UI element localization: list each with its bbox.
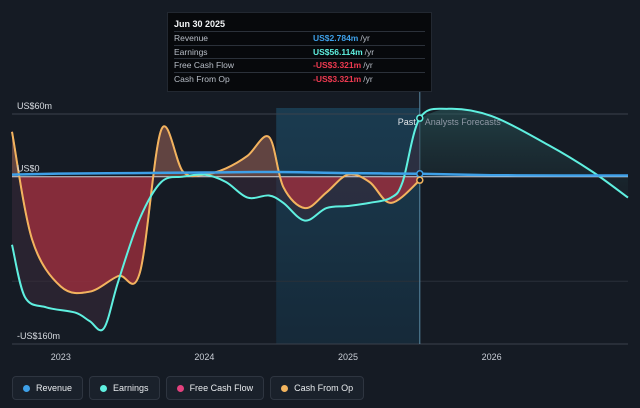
cash-from-op-marker <box>416 176 424 184</box>
tooltip-row-unit: /yr <box>363 73 373 84</box>
legend-item-revenue[interactable]: Revenue <box>12 376 84 400</box>
tooltip-date: Jun 30 2025 <box>174 19 226 29</box>
forecast-label: Analysts Forecasts <box>425 117 502 127</box>
tooltip-row-revenue: Revenue US$2.784m/yr <box>174 31 425 45</box>
legend-label: Free Cash Flow <box>189 383 254 393</box>
tooltip-row-value: -US$3.321m <box>313 73 362 84</box>
legend-item-earnings[interactable]: Earnings <box>89 376 160 400</box>
legend-dot-icon <box>281 384 289 392</box>
tooltip-row-label: Revenue <box>174 33 209 43</box>
legend-dot-icon <box>23 384 30 392</box>
earnings-marker <box>416 114 424 122</box>
past-highlight-region <box>276 108 420 344</box>
y-axis-label: -US$160m <box>17 331 60 341</box>
past-label: Past <box>398 117 417 127</box>
tooltip-row-value: US$2.784m <box>313 33 359 43</box>
tooltip-row-value: US$56.114m <box>313 46 363 57</box>
x-tick-label: 2026 <box>482 352 502 362</box>
tooltip-rows: Revenue US$2.784m/yr Earnings US$56.114m/yr… <box>174 31 425 85</box>
revenue-marker <box>416 170 424 178</box>
tooltip-row-unit: /yr <box>364 46 375 57</box>
x-tick-label: 2023 <box>51 352 71 362</box>
legend-item-cash-from-op[interactable]: Cash From Op <box>270 376 365 400</box>
legend-dot-icon <box>100 384 108 392</box>
tooltip-row-free-cash-flow: Free Cash Flow -US$3.321m/yr <box>174 58 425 72</box>
cashflow-negative-area <box>19 176 420 294</box>
tooltip-row-unit: /yr <box>360 33 370 43</box>
tooltip: Jun 30 2025 Revenue US$2.784m/yr Earnings U… <box>167 12 432 92</box>
y-axis-label: US$60m <box>17 101 52 111</box>
earnings-line <box>11 107 629 332</box>
x-tick-label: 2024 <box>194 352 214 362</box>
tooltip-row-label: Earnings <box>174 46 208 57</box>
tooltip-row-cash-from-op: Cash From Op -US$3.321m/yr <box>174 71 425 86</box>
tooltip-row-label: Cash From Op <box>174 73 230 84</box>
legend: Revenue Earnings Free Cash Flow Cash From O… <box>12 376 365 400</box>
legend-label: Revenue <box>36 383 73 393</box>
legend-label: Earnings <box>113 383 149 393</box>
tooltip-row-unit: /yr <box>363 60 373 70</box>
tooltip-row-earnings: Earnings US$56.114m/yr <box>174 44 425 59</box>
y-axis-label: US$0 <box>17 164 40 174</box>
legend-item-free-cash-flow[interactable]: Free Cash Flow <box>165 376 265 400</box>
revenue-line <box>11 170 628 177</box>
legend-dot-icon <box>176 384 184 392</box>
tooltip-row-value: -US$3.321m <box>313 60 362 70</box>
x-tick-label: 2025 <box>338 352 358 362</box>
legend-label: Cash From Op <box>294 383 354 393</box>
tooltip-row-label: Free Cash Flow <box>174 60 234 70</box>
